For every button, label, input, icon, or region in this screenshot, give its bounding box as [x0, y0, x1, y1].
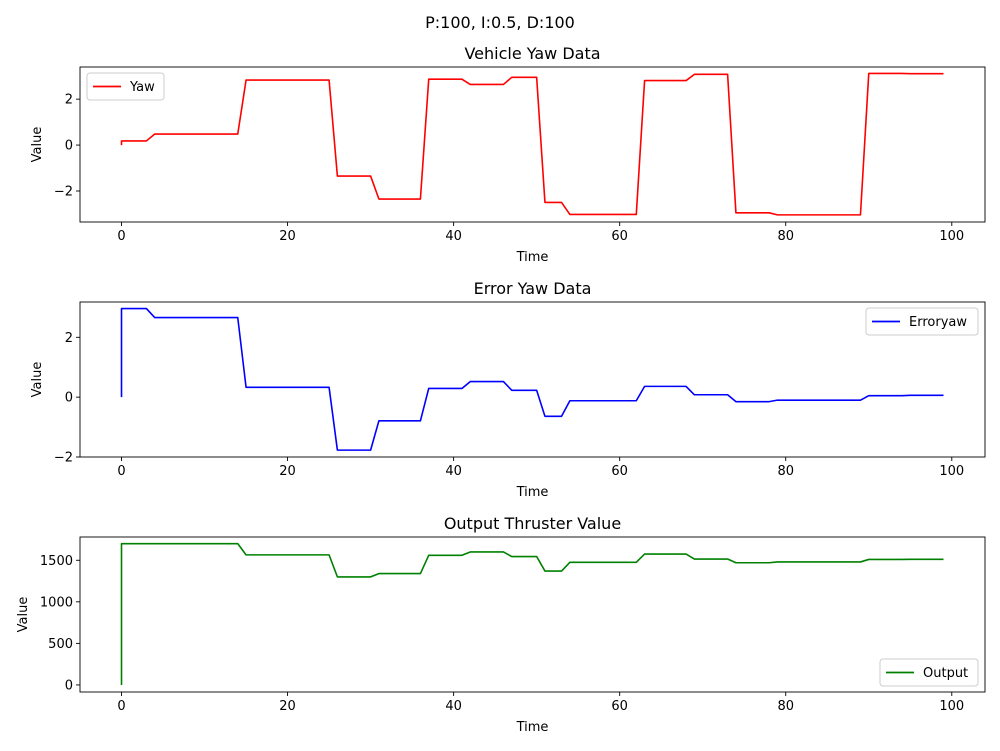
chart-2-y-tick-label: 0 [65, 391, 73, 406]
chart-3-x-tick-label: 100 [939, 699, 964, 714]
chart-2-x-tick-label: 0 [117, 464, 125, 479]
chart-2-x-axis-label: Time [516, 485, 549, 500]
chart-2-legend-box [865, 307, 979, 336]
chart-2-legend: Erroryaw [865, 307, 979, 336]
chart-2-title: Error Yaw Data [474, 279, 592, 298]
chart-1-y-tick-label: 0 [65, 139, 73, 154]
chart-3-y-tick-label: 0 [65, 678, 73, 693]
chart-3-y-tick-label: 500 [48, 637, 73, 652]
chart-2-y-tick-label: 2 [65, 331, 73, 346]
chart-2-legend-label: Erroryaw [909, 315, 967, 330]
chart-3-x-tick-label: 80 [777, 699, 794, 714]
chart-3-x-tick-label: 40 [445, 699, 462, 714]
chart-3-x-axis-label: Time [516, 720, 549, 735]
chart-1-y-tick-label: 2 [65, 93, 73, 108]
chart-1-x-axis-label: Time [516, 250, 549, 265]
chart-1-legend-label: Yaw [129, 80, 155, 95]
chart-3-title: Output Thruster Value [444, 514, 621, 533]
chart-3-x-tick-label: 20 [279, 699, 296, 714]
chart-3-x-tick-label: 60 [611, 699, 628, 714]
chart-1-x-tick-label: 20 [279, 229, 296, 244]
chart-1-y-tick-label: −2 [54, 185, 73, 200]
figure-suptitle: P:100, I:0.5, D:100 [425, 13, 575, 32]
chart-3-series-line-1 [120, 542, 944, 685]
chart-3-x-tick-label: 0 [117, 699, 125, 714]
chart-3-y-axis-label: Value [16, 597, 31, 633]
chart-2-x-tick-label: 80 [777, 464, 794, 479]
chart-1-y-axis-label: Value [30, 127, 45, 163]
chart-2: Error Yaw Data 0 20 40 60 80 100 −2 0 2 Time Value E… [30, 279, 986, 500]
chart-3-y-tick-label: 1000 [40, 595, 73, 610]
chart-3-legend-label: Output [923, 666, 968, 681]
chart-2-series-line-1 [120, 307, 944, 451]
chart-1-series-line-1 [120, 72, 944, 216]
chart-1-x-tick-label: 100 [939, 229, 964, 244]
chart-1-x-tick-label: 40 [445, 229, 462, 244]
chart-1-title: Vehicle Yaw Data [464, 44, 600, 63]
chart-1-x-tick-label: 60 [611, 229, 628, 244]
chart-1: Vehicle Yaw Data 0 20 40 60 80 100 −2 0 2 Time Valu… [30, 44, 986, 265]
chart-2-x-tick-label: 40 [445, 464, 462, 479]
chart-2-frame [79, 301, 986, 458]
chart-2-x-tick-label: 20 [279, 464, 296, 479]
chart-1-legend: Yaw [86, 72, 165, 101]
chart-1-frame [79, 66, 986, 223]
chart-1-legend-box [86, 72, 165, 101]
chart-1-x-tick-label: 80 [777, 229, 794, 244]
chart-3-y-tick-label: 1500 [40, 554, 73, 569]
chart-2-y-axis-label: Value [30, 362, 45, 398]
chart-2-x-tick-label: 100 [939, 464, 964, 479]
chart-3-legend: Output [879, 658, 979, 687]
chart-2-x-tick-label: 60 [611, 464, 628, 479]
chart-3-legend-box [879, 658, 979, 687]
chart-2-y-tick-label: −2 [54, 451, 73, 466]
chart-1-x-tick-label: 0 [117, 229, 125, 244]
chart-3-frame [79, 536, 986, 693]
